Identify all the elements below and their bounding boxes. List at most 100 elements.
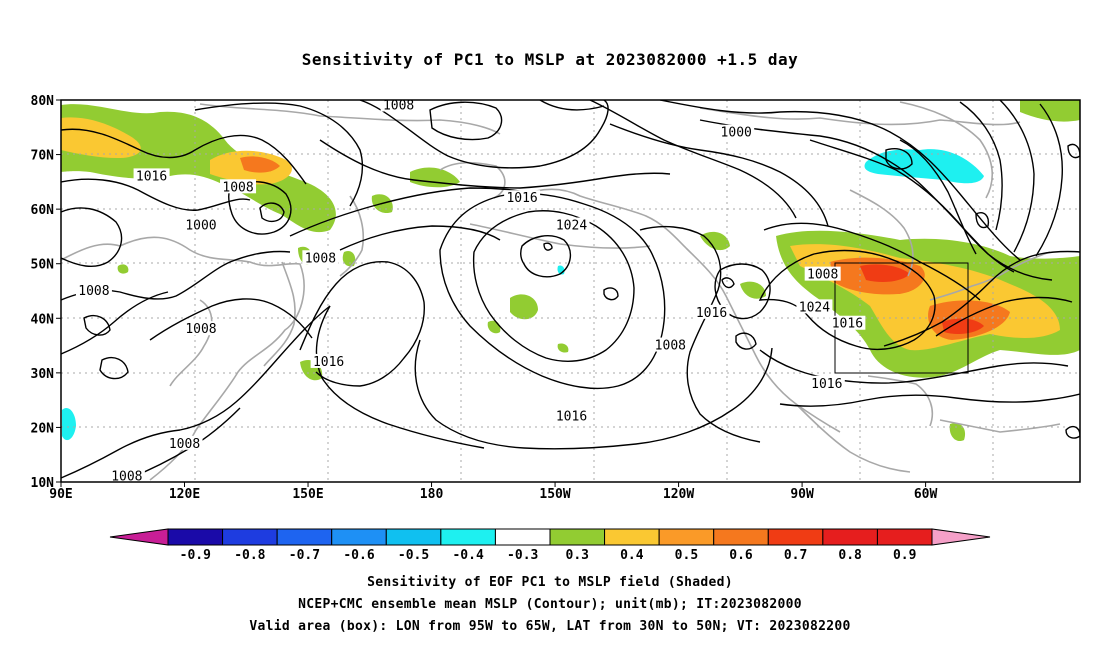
contour-label: 1016 bbox=[136, 169, 167, 184]
shade-green-pacific-1 bbox=[510, 294, 538, 320]
colorbar-label: -0.7 bbox=[289, 548, 320, 563]
lon-label: 150W bbox=[539, 487, 570, 502]
contour-label-bg bbox=[133, 168, 170, 183]
contour-label: 1008 bbox=[78, 284, 109, 299]
map-frame bbox=[60, 99, 1081, 483]
contour-label-bg bbox=[166, 435, 203, 450]
colorbar-label: -0.6 bbox=[343, 548, 374, 563]
footer-line-shading: Sensitivity of EOF PC1 to MSLP field (Sh… bbox=[367, 575, 733, 590]
contour-line bbox=[519, 235, 571, 278]
lat-label: 50N bbox=[31, 258, 55, 273]
contour-line bbox=[809, 139, 1015, 273]
contour-line bbox=[539, 100, 605, 111]
contour-line bbox=[61, 128, 307, 185]
contour-line bbox=[735, 332, 757, 350]
footer-line-contour: NCEP+CMC ensemble mean MSLP (Contour); u… bbox=[298, 597, 802, 612]
contour-line bbox=[1067, 143, 1080, 159]
contour-line bbox=[883, 250, 1080, 347]
shade-orange-siberia bbox=[240, 156, 280, 173]
contour-line bbox=[721, 277, 735, 289]
contour-line bbox=[319, 139, 671, 189]
lat-label: 40N bbox=[31, 312, 55, 327]
colorbar-label: 0.8 bbox=[838, 548, 862, 563]
footer-line-valid-area: Valid area (box): LON from 95W to 65W, L… bbox=[249, 619, 851, 634]
lon-label: 60W bbox=[914, 487, 938, 502]
lon-label: 180 bbox=[420, 487, 444, 502]
contour-label-bg bbox=[553, 408, 590, 423]
contour-label-bg bbox=[804, 266, 841, 281]
lat-label: 10N bbox=[31, 476, 55, 491]
contour-line bbox=[639, 225, 761, 443]
lon-label: 120W bbox=[663, 487, 694, 502]
colorbar-label: -0.8 bbox=[234, 548, 265, 563]
contour-line bbox=[763, 222, 981, 301]
contour-line bbox=[758, 249, 936, 351]
lat-label: 80N bbox=[31, 94, 55, 109]
contour-label-bg bbox=[182, 321, 219, 336]
contour-label: 1016 bbox=[506, 191, 537, 206]
colorbar-label: 0.3 bbox=[566, 548, 589, 563]
shade-green-asia-small-1 bbox=[117, 264, 129, 274]
contour-label: 1008 bbox=[655, 339, 686, 354]
colorbar-swatch bbox=[385, 528, 442, 546]
contour-label-bg bbox=[380, 97, 417, 112]
colorbar-label: -0.3 bbox=[507, 548, 538, 563]
colorbar-swatch bbox=[549, 528, 606, 546]
contour-line bbox=[339, 225, 501, 251]
colorbar-swatch bbox=[876, 528, 933, 546]
colorbar-swatch bbox=[440, 528, 496, 546]
colorbar-label: -0.5 bbox=[398, 548, 429, 563]
contour-line bbox=[414, 339, 773, 450]
contour-label: 1008 bbox=[222, 180, 253, 195]
contour-label-bg bbox=[75, 283, 112, 297]
contour-line bbox=[935, 296, 1073, 337]
contour-line bbox=[959, 101, 1003, 231]
shade-green-alaska bbox=[700, 231, 730, 251]
lat-label: 20N bbox=[31, 421, 55, 436]
contour-line bbox=[61, 305, 331, 479]
lon-label: 120E bbox=[169, 487, 200, 502]
contour-line bbox=[149, 298, 313, 341]
contour-line bbox=[83, 314, 111, 336]
colorbar-swatch bbox=[767, 528, 824, 546]
colorbar-low-arrow bbox=[109, 528, 169, 546]
contour-line bbox=[299, 261, 425, 387]
contour-label: 1016 bbox=[811, 377, 842, 392]
colorbar-swatch bbox=[167, 528, 224, 546]
contour-label-bg bbox=[652, 337, 689, 352]
contour-line bbox=[1065, 425, 1080, 439]
colorbar-label: 0.4 bbox=[620, 548, 644, 563]
lat-label: 60N bbox=[31, 203, 55, 218]
contour-label: 1008 bbox=[305, 251, 336, 266]
contour-line bbox=[885, 148, 913, 170]
contour-label-bg bbox=[553, 217, 590, 232]
coast-japan bbox=[263, 261, 296, 367]
shade-yellow-north-asia bbox=[61, 117, 141, 158]
contour-label-bg bbox=[829, 315, 866, 330]
colorbar-label: 0.9 bbox=[893, 548, 916, 563]
contour-label: 1000 bbox=[185, 219, 216, 234]
contour-line bbox=[603, 287, 619, 301]
contour-label-bg bbox=[182, 217, 219, 232]
lon-label: 90E bbox=[49, 487, 72, 502]
coast-kamchatka bbox=[339, 195, 365, 277]
coast-greenland bbox=[899, 101, 994, 199]
shade-red-na-2 bbox=[942, 318, 984, 334]
contour-line bbox=[759, 349, 1069, 384]
contour-line bbox=[609, 123, 829, 227]
coast-na-west bbox=[685, 247, 841, 433]
contour-label-bg bbox=[693, 304, 730, 319]
contour-label-bg bbox=[302, 250, 339, 265]
colorbar-swatch bbox=[822, 528, 878, 546]
contour-label-bg bbox=[796, 299, 833, 314]
contour-label: 1016 bbox=[696, 306, 727, 321]
contour-label-bg bbox=[808, 375, 845, 390]
contour-line bbox=[899, 139, 977, 255]
contour-line bbox=[315, 305, 485, 449]
colorbar-swatch bbox=[604, 528, 660, 546]
contour-label-bg bbox=[310, 353, 347, 368]
shade-green-bering bbox=[410, 167, 460, 188]
coast-asia-east bbox=[61, 236, 305, 481]
shade-green-atlantic bbox=[1020, 100, 1080, 122]
